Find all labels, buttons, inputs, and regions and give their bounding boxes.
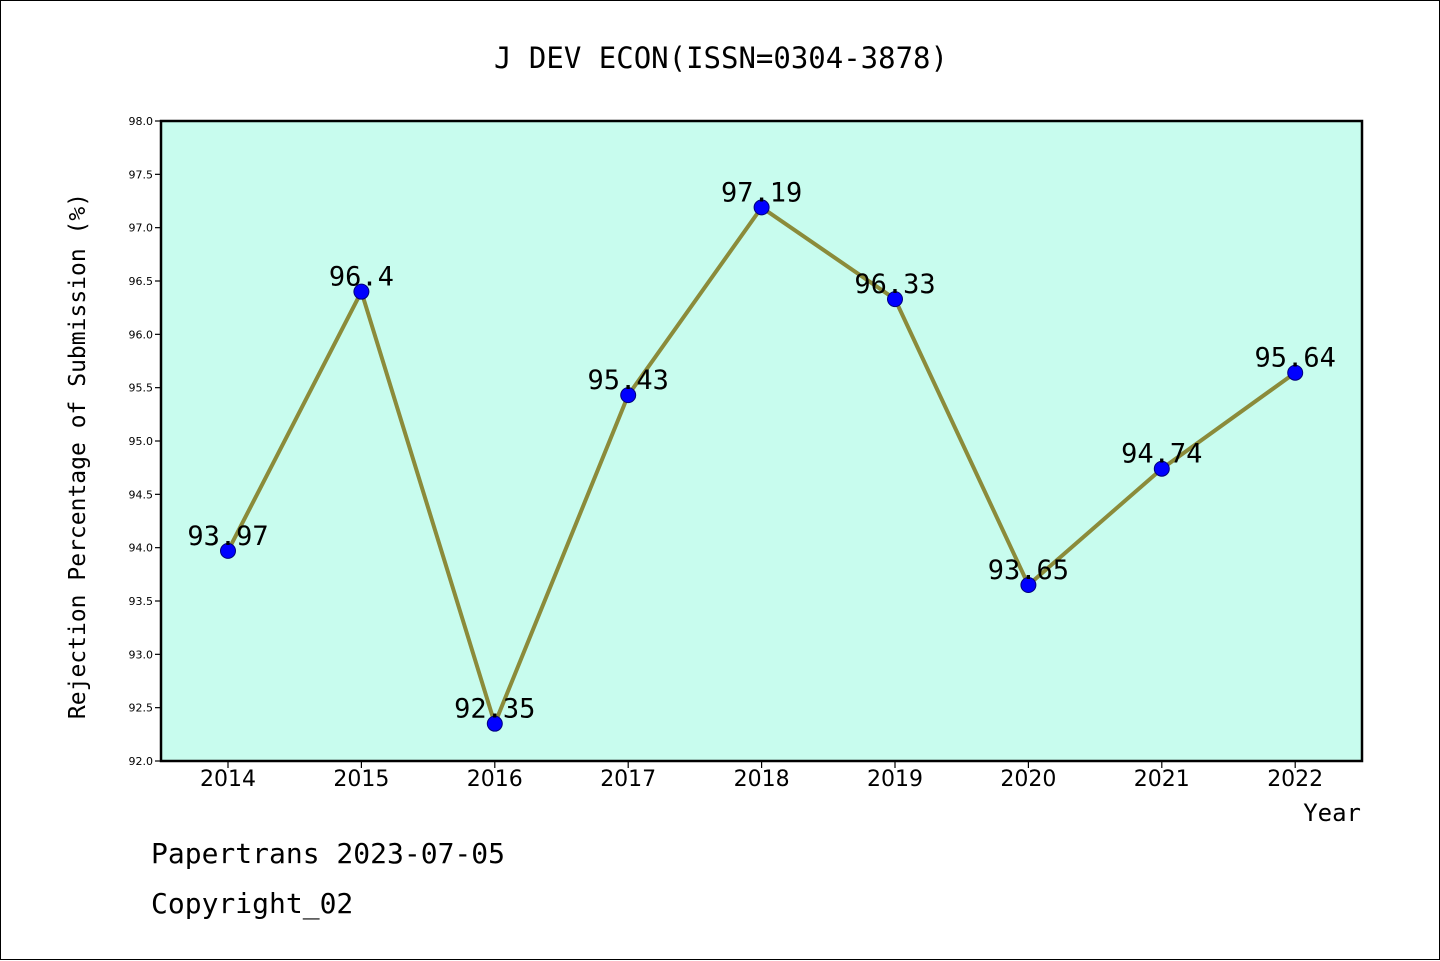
y-tick-label: 95.0	[129, 435, 154, 448]
data-point	[620, 387, 637, 404]
y-axis-label: Rejection Percentage of Submission (%)	[65, 193, 91, 719]
footer-date-text: Papertrans 2023-07-05	[151, 837, 506, 870]
y-axis: 92.0 92.5 93.0 93.5 94.0 94.5 95.0 95.5 96.0 96.5…	[129, 115, 161, 768]
data-label: 95.43	[588, 365, 669, 396]
y-tick-label: 95.5	[129, 382, 154, 395]
data-label: 96.4	[329, 262, 394, 293]
data-point	[220, 542, 236, 559]
data-label: 96.33	[854, 269, 935, 300]
footer-copyright-text: Copyright_02	[151, 887, 354, 920]
y-tick-label: 96.5	[129, 275, 154, 288]
y-tick-label: 92.5	[129, 702, 154, 715]
data-label: 94.74	[1121, 439, 1202, 470]
x-tick-label: 2016	[467, 767, 523, 792]
x-tick-label: 2018	[734, 767, 790, 792]
y-tick-label: 94.0	[129, 542, 154, 555]
x-tick-label: 2022	[1267, 767, 1323, 792]
data-point	[753, 199, 770, 216]
data-point	[1287, 364, 1304, 381]
data-label: 93.65	[988, 555, 1069, 586]
y-tick-label: 93.5	[129, 595, 154, 608]
x-tick-label: 2017	[600, 767, 656, 792]
y-tick-label: 96.0	[129, 328, 154, 341]
x-axis: 2014 2015 2016 2017 2018 2019 2020 2021 2022	[200, 761, 1323, 792]
series-rejection: 93.97 96.4 92.35 95.43 97.19 96.33 93.65 94.74 9…	[187, 177, 1336, 732]
data-label: 93.97	[187, 521, 268, 552]
x-tick-label: 2015	[333, 767, 389, 792]
data-point	[1153, 460, 1170, 477]
chart-title: J DEV ECON(ISSN=0304-3878)	[494, 41, 948, 75]
data-label: 97.19	[721, 177, 802, 208]
y-tick-label: 92.0	[129, 755, 154, 768]
data-point	[1020, 577, 1037, 593]
data-point	[887, 291, 903, 308]
y-tick-label: 93.0	[129, 648, 154, 661]
x-tick-label: 2019	[867, 767, 923, 792]
y-tick-label: 97.5	[129, 168, 154, 181]
plot-area	[159, 119, 1364, 763]
x-tick-label: 2020	[1000, 767, 1056, 792]
x-tick-label: 2021	[1134, 767, 1190, 792]
data-label: 95.64	[1255, 343, 1336, 374]
data-point	[353, 283, 370, 300]
data-label: 92.35	[454, 694, 535, 725]
x-axis-label: Year	[1303, 799, 1361, 827]
x-tick-label: 2014	[200, 767, 256, 792]
y-tick-label: 97.0	[129, 222, 154, 235]
y-tick-label: 94.5	[129, 488, 154, 501]
y-tick-label: 98.0	[129, 115, 154, 128]
data-point	[486, 715, 503, 732]
